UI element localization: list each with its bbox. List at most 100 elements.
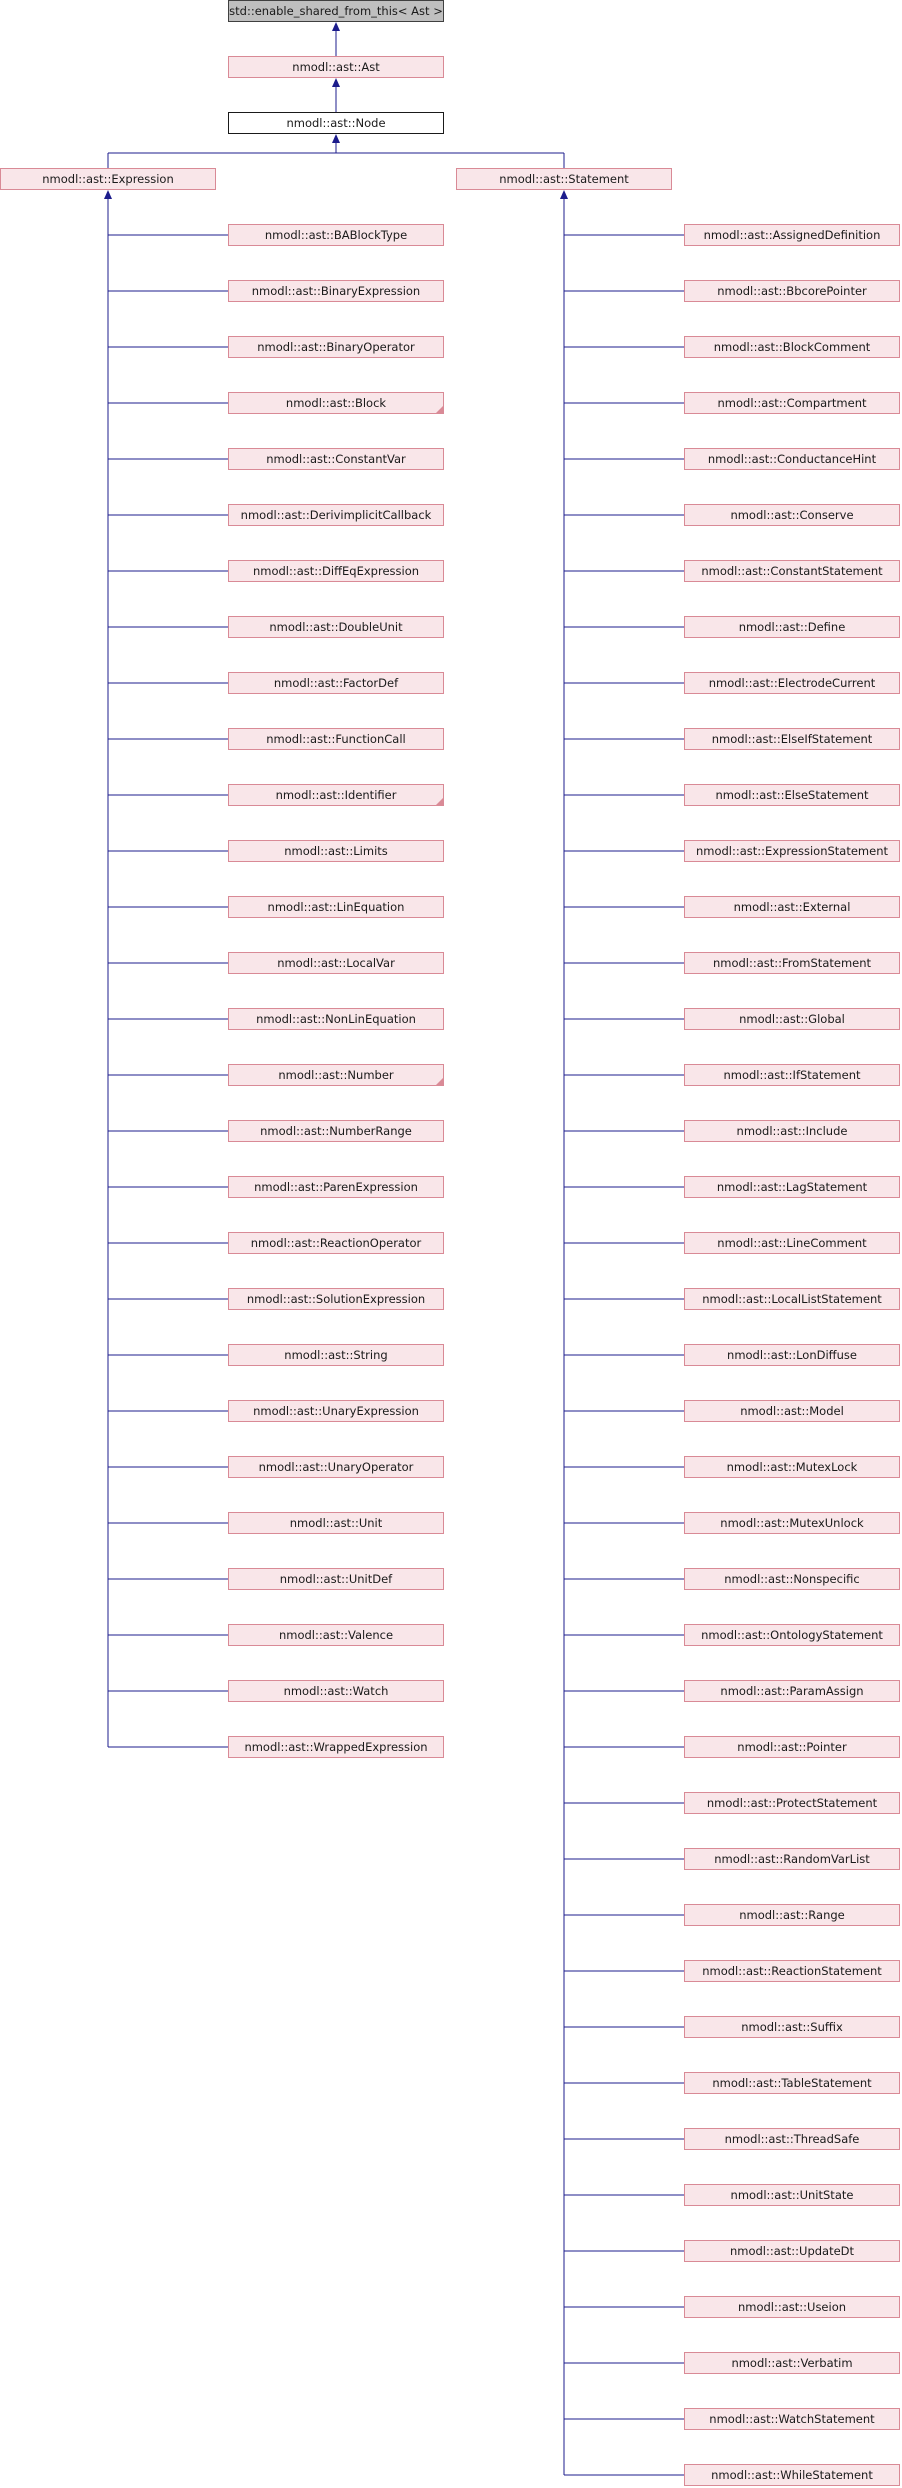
expression-child-node[interactable]: nmodl::ast::DiffEqExpression	[228, 560, 444, 582]
node-label: nmodl::ast::IfStatement	[723, 1068, 861, 1082]
statement-child-node[interactable]: nmodl::ast::WatchStatement	[684, 2408, 900, 2430]
expression-child-node[interactable]: nmodl::ast::DerivimplicitCallback	[228, 504, 444, 526]
statement-child-node[interactable]: nmodl::ast::Compartment	[684, 392, 900, 414]
expression-child-node[interactable]: nmodl::ast::UnaryExpression	[228, 1400, 444, 1422]
node-label: nmodl::ast::UnaryExpression	[253, 1404, 419, 1418]
node-label: nmodl::ast::ConductanceHint	[707, 452, 877, 466]
statement-child-node[interactable]: nmodl::ast::LonDiffuse	[684, 1344, 900, 1366]
statement-child-node[interactable]: nmodl::ast::IfStatement	[684, 1064, 900, 1086]
statement-child-node[interactable]: nmodl::ast::RandomVarList	[684, 1848, 900, 1870]
statement-child-node[interactable]: nmodl::ast::LineComment	[684, 1232, 900, 1254]
expression-child-node[interactable]: nmodl::ast::Valence	[228, 1624, 444, 1646]
node-label: nmodl::ast::Watch	[283, 1684, 389, 1698]
statement-child-node[interactable]: nmodl::ast::ConductanceHint	[684, 448, 900, 470]
more-subclasses-marker-icon	[436, 1078, 443, 1085]
statement-child-node[interactable]: nmodl::ast::UpdateDt	[684, 2240, 900, 2262]
node-label: nmodl::ast::Define	[738, 620, 846, 634]
expression-child-node[interactable]: nmodl::ast::DoubleUnit	[228, 616, 444, 638]
node-label: nmodl::ast::ConstantStatement	[701, 564, 883, 578]
node-label: nmodl::ast::MutexLock	[726, 1460, 858, 1474]
statement-child-node[interactable]: nmodl::ast::Model	[684, 1400, 900, 1422]
statement-child-node[interactable]: nmodl::ast::WhileStatement	[684, 2464, 900, 2486]
expression-child-node[interactable]: nmodl::ast::LinEquation	[228, 896, 444, 918]
expression-child-node[interactable]: nmodl::ast::Number	[228, 1064, 444, 1086]
node-statement[interactable]: nmodl::ast::Statement	[456, 168, 672, 190]
expression-child-node[interactable]: nmodl::ast::Unit	[228, 1512, 444, 1534]
statement-child-node[interactable]: nmodl::ast::MutexLock	[684, 1456, 900, 1478]
statement-child-node[interactable]: nmodl::ast::UnitState	[684, 2184, 900, 2206]
expression-child-node[interactable]: nmodl::ast::NonLinEquation	[228, 1008, 444, 1030]
statement-child-node[interactable]: nmodl::ast::ParamAssign	[684, 1680, 900, 1702]
statement-child-node[interactable]: nmodl::ast::ElseStatement	[684, 784, 900, 806]
statement-child-node[interactable]: nmodl::ast::ReactionStatement	[684, 1960, 900, 1982]
statement-child-node[interactable]: nmodl::ast::Pointer	[684, 1736, 900, 1758]
expression-child-node[interactable]: nmodl::ast::ReactionOperator	[228, 1232, 444, 1254]
statement-child-node[interactable]: nmodl::ast::LocalListStatement	[684, 1288, 900, 1310]
expression-child-node[interactable]: nmodl::ast::FunctionCall	[228, 728, 444, 750]
node-ast[interactable]: nmodl::ast::Ast	[228, 56, 444, 78]
statement-child-node[interactable]: nmodl::ast::FromStatement	[684, 952, 900, 974]
expression-child-node[interactable]: nmodl::ast::String	[228, 1344, 444, 1366]
statement-child-node[interactable]: nmodl::ast::ProtectStatement	[684, 1792, 900, 1814]
statement-child-node[interactable]: nmodl::ast::Verbatim	[684, 2352, 900, 2374]
statement-child-node[interactable]: nmodl::ast::External	[684, 896, 900, 918]
expression-child-node[interactable]: nmodl::ast::ConstantVar	[228, 448, 444, 470]
expression-child-node[interactable]: nmodl::ast::UnitDef	[228, 1568, 444, 1590]
statement-child-node[interactable]: nmodl::ast::LagStatement	[684, 1176, 900, 1198]
statement-child-node[interactable]: nmodl::ast::AssignedDefinition	[684, 224, 900, 246]
statement-child-node[interactable]: nmodl::ast::Range	[684, 1904, 900, 1926]
statement-child-node[interactable]: nmodl::ast::ElectrodeCurrent	[684, 672, 900, 694]
statement-child-node[interactable]: nmodl::ast::OntologyStatement	[684, 1624, 900, 1646]
node-label: nmodl::ast::Verbatim	[731, 2356, 853, 2370]
node-label: nmodl::ast::Identifier	[275, 788, 397, 802]
statement-child-node[interactable]: nmodl::ast::Nonspecific	[684, 1568, 900, 1590]
node-label: nmodl::ast::BinaryOperator	[257, 340, 415, 354]
node-label: nmodl::ast::Range	[739, 1908, 845, 1922]
node-label: nmodl::ast::Pointer	[737, 1740, 847, 1754]
node-label: nmodl::ast::MutexUnlock	[720, 1516, 864, 1530]
statement-child-node[interactable]: nmodl::ast::ExpressionStatement	[684, 840, 900, 862]
node-label: nmodl::ast::LocalListStatement	[702, 1292, 882, 1306]
statement-child-node[interactable]: nmodl::ast::ConstantStatement	[684, 560, 900, 582]
more-subclasses-marker-icon	[436, 798, 443, 805]
expression-child-node[interactable]: nmodl::ast::SolutionExpression	[228, 1288, 444, 1310]
expression-child-node[interactable]: nmodl::ast::Limits	[228, 840, 444, 862]
expression-child-node[interactable]: nmodl::ast::LocalVar	[228, 952, 444, 974]
node-label: nmodl::ast::Include	[736, 1124, 848, 1138]
statement-child-node[interactable]: nmodl::ast::ThreadSafe	[684, 2128, 900, 2150]
expression-child-node[interactable]: nmodl::ast::BABlockType	[228, 224, 444, 246]
node-label: nmodl::ast::Block	[285, 396, 387, 410]
statement-child-node[interactable]: nmodl::ast::MutexUnlock	[684, 1512, 900, 1534]
expression-child-node[interactable]: nmodl::ast::UnaryOperator	[228, 1456, 444, 1478]
expression-child-node[interactable]: nmodl::ast::BinaryOperator	[228, 336, 444, 358]
node-label: nmodl::ast::TableStatement	[712, 2076, 872, 2090]
node-label: nmodl::ast::BlockComment	[713, 340, 871, 354]
node-label: nmodl::ast::ProtectStatement	[706, 1796, 878, 1810]
expression-child-node[interactable]: nmodl::ast::ParenExpression	[228, 1176, 444, 1198]
expression-child-node[interactable]: nmodl::ast::NumberRange	[228, 1120, 444, 1142]
statement-child-node[interactable]: nmodl::ast::Define	[684, 616, 900, 638]
expression-child-node[interactable]: nmodl::ast::Watch	[228, 1680, 444, 1702]
statement-child-node[interactable]: nmodl::ast::ElseIfStatement	[684, 728, 900, 750]
expression-child-node[interactable]: nmodl::ast::WrappedExpression	[228, 1736, 444, 1758]
node-label: nmodl::ast::Valence	[278, 1628, 394, 1642]
node-expression[interactable]: nmodl::ast::Expression	[0, 168, 216, 190]
statement-child-node[interactable]: nmodl::ast::Conserve	[684, 504, 900, 526]
expression-child-node[interactable]: nmodl::ast::Block	[228, 392, 444, 414]
statement-child-node[interactable]: nmodl::ast::BlockComment	[684, 336, 900, 358]
more-subclasses-marker-icon	[436, 406, 443, 413]
statement-child-node[interactable]: nmodl::ast::Include	[684, 1120, 900, 1142]
node-enable-shared-from-this[interactable]: std::enable_shared_from_this< Ast >	[228, 0, 444, 22]
expression-child-node[interactable]: nmodl::ast::Identifier	[228, 784, 444, 806]
node-label: nmodl::ast::ConstantVar	[266, 452, 406, 466]
expression-child-node[interactable]: nmodl::ast::BinaryExpression	[228, 280, 444, 302]
node-label: nmodl::ast::Ast	[292, 60, 380, 74]
statement-child-node[interactable]: nmodl::ast::Suffix	[684, 2016, 900, 2038]
statement-child-node[interactable]: nmodl::ast::Useion	[684, 2296, 900, 2318]
statement-child-node[interactable]: nmodl::ast::TableStatement	[684, 2072, 900, 2094]
statement-child-node[interactable]: nmodl::ast::Global	[684, 1008, 900, 1030]
node-label: nmodl::ast::Model	[740, 1404, 844, 1418]
expression-child-node[interactable]: nmodl::ast::FactorDef	[228, 672, 444, 694]
statement-child-node[interactable]: nmodl::ast::BbcorePointer	[684, 280, 900, 302]
